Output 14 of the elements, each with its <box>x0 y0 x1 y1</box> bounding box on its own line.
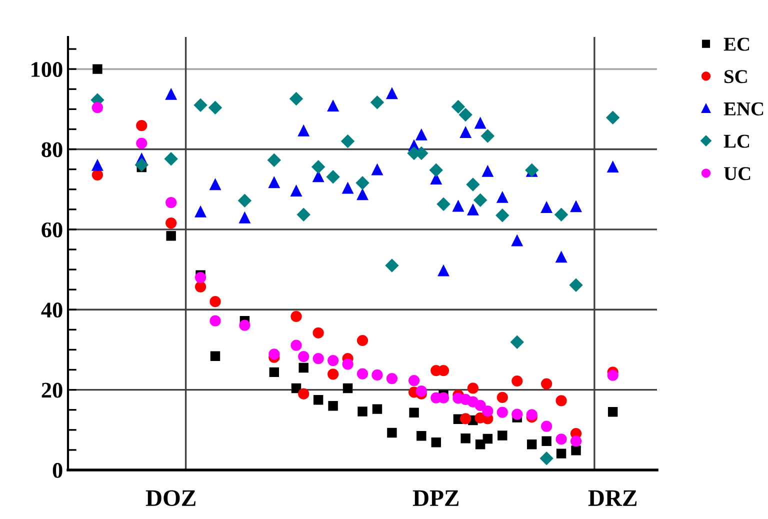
legend-label: UC <box>724 167 750 180</box>
y-tick-label: 40 <box>41 302 62 318</box>
y-tick-label: 0 <box>52 462 62 478</box>
y-tick-label: 80 <box>42 142 62 158</box>
x-tick-label: DOZ <box>146 490 196 506</box>
legend-label: SC <box>724 70 747 84</box>
y-tick-label: 100 <box>32 62 62 78</box>
legend-label: LC <box>724 134 750 148</box>
x-tick-label: DPZ <box>412 490 459 506</box>
legend-label: ENC <box>724 102 764 116</box>
x-tick-label: DRZ <box>588 490 637 506</box>
legend-label: EC <box>724 38 750 51</box>
y-tick-label: 20 <box>42 382 62 398</box>
y-tick-label: 60 <box>42 222 62 238</box>
